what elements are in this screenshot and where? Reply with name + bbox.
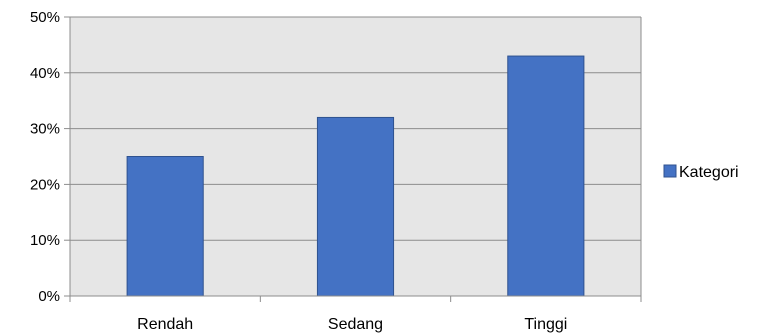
bar-rendah [126, 156, 204, 297]
y-tick-label: 50% [30, 9, 60, 26]
x-category-label: Rendah [137, 316, 193, 333]
x-axis-categories: Rendah Sedang Tinggi [137, 316, 567, 333]
legend-swatch [663, 164, 677, 178]
y-tick-label: 30% [30, 121, 60, 138]
x-category-label: Sedang [328, 316, 383, 333]
legend: Kategori [663, 164, 739, 181]
bar-tinggi [507, 55, 585, 297]
axes [69, 17, 642, 302]
legend-label: Kategori [679, 164, 739, 181]
x-category-label: Tinggi [524, 316, 567, 333]
y-tick-label: 0% [38, 288, 60, 305]
y-tick-label: 20% [30, 176, 60, 193]
y-axis-ticks: 0% 10% 20% 30% 40% 50% [30, 9, 70, 305]
y-tick-label: 10% [30, 232, 60, 249]
y-tick-label: 40% [30, 65, 60, 82]
bars [126, 55, 585, 297]
bar-sedang [316, 116, 395, 297]
